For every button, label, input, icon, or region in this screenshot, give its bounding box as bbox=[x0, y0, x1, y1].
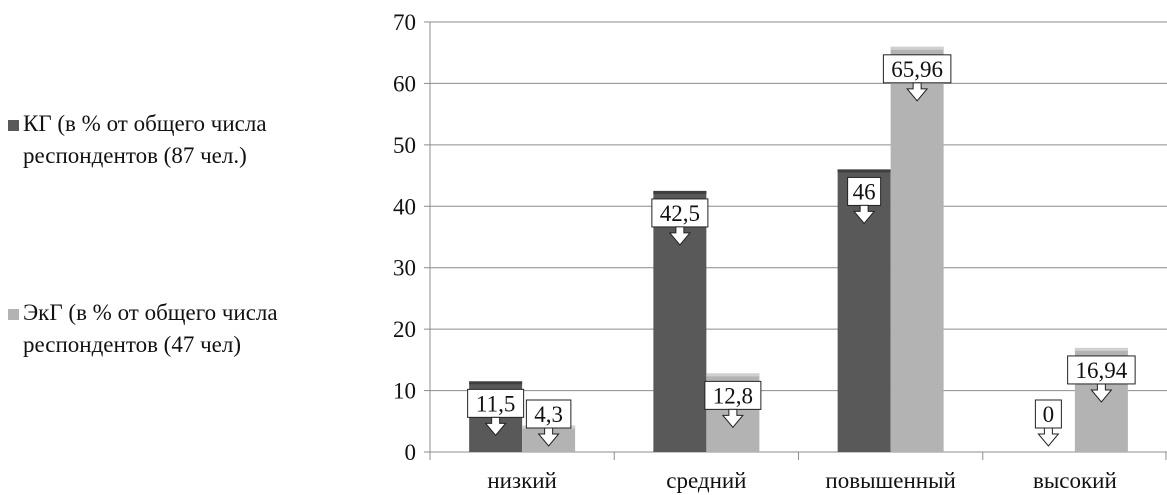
data-label-text: 4,3 bbox=[534, 402, 563, 427]
data-label-text: 12,8 bbox=[713, 383, 753, 408]
y-tick-label: 10 bbox=[393, 379, 416, 404]
legend-swatch-kg bbox=[8, 120, 19, 131]
data-label-box bbox=[525, 399, 572, 429]
bar-top-edge bbox=[837, 169, 891, 173]
data-label: 11,5 bbox=[467, 388, 525, 437]
data-label-arrow bbox=[853, 204, 876, 225]
bar bbox=[890, 46, 944, 453]
data-label-box bbox=[1034, 399, 1062, 429]
data-label: 42,5 bbox=[651, 198, 709, 246]
bar-top-edge bbox=[890, 46, 944, 50]
y-tick-label: 60 bbox=[393, 71, 416, 96]
data-label-arrow bbox=[906, 82, 929, 102]
bar-top-edge bbox=[653, 190, 707, 194]
bar-top-edge bbox=[706, 373, 760, 377]
data-label-arrow bbox=[668, 226, 691, 246]
data-label-text: 0 bbox=[1043, 402, 1055, 427]
x-tick-label: высокий bbox=[1033, 468, 1117, 493]
data-label-arrow bbox=[1090, 383, 1113, 403]
legend-swatch-ekg bbox=[8, 309, 19, 320]
data-label-text: 16,94 bbox=[1076, 358, 1128, 383]
bar-top-edge bbox=[469, 381, 523, 385]
x-tick-label: повышенный bbox=[825, 468, 955, 493]
data-label-box bbox=[651, 198, 709, 228]
y-tick-label: 50 bbox=[393, 133, 416, 158]
data-label-box bbox=[467, 388, 525, 418]
data-label-box bbox=[882, 54, 952, 84]
legend-label-ekg: ЭкГ (в % от общего числа респондентов (4… bbox=[23, 300, 278, 357]
data-label-text: 46 bbox=[853, 179, 876, 204]
data-label-arrow bbox=[537, 427, 560, 447]
data-label: 46 bbox=[847, 176, 882, 225]
data-label: 16,94 bbox=[1067, 355, 1136, 403]
x-tick-label: средний bbox=[666, 468, 746, 493]
data-label-text: 11,5 bbox=[476, 391, 515, 416]
legend-label-kg: КГ (в % от общего числа респондентов (87… bbox=[23, 111, 267, 168]
data-label-text: 42,5 bbox=[660, 201, 700, 226]
legend-item-ekg: ЭкГ (в % от общего числа респондентов (4… bbox=[8, 297, 323, 361]
data-label: 4,3 bbox=[525, 399, 572, 447]
data-label: 12,8 bbox=[704, 380, 762, 429]
y-tick-label: 70 bbox=[393, 10, 416, 35]
x-tick-label: низкий bbox=[487, 468, 557, 493]
y-tick-label: 40 bbox=[393, 194, 416, 219]
chart-legend: КГ (в % от общего числа респондентов (87… bbox=[4, 0, 349, 495]
bar-top-edge bbox=[1074, 347, 1128, 351]
data-label-box bbox=[1067, 355, 1136, 385]
data-label-arrow bbox=[1037, 427, 1060, 447]
data-label-arrow bbox=[721, 408, 744, 429]
data-label: 0 bbox=[1034, 399, 1062, 447]
y-tick-label: 0 bbox=[405, 440, 417, 465]
data-label-arrow bbox=[484, 416, 507, 437]
data-label-text: 65,96 bbox=[891, 57, 943, 82]
y-tick-label: 30 bbox=[393, 256, 416, 281]
y-tick-label: 20 bbox=[393, 317, 416, 342]
legend-item-kg: КГ (в % от общего числа респондентов (87… bbox=[8, 108, 323, 172]
data-label: 65,96 bbox=[882, 54, 952, 102]
